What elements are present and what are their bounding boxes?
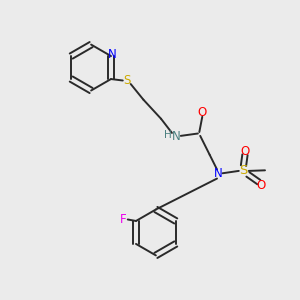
Text: H: H	[164, 130, 172, 140]
Text: N: N	[108, 48, 117, 61]
Text: F: F	[120, 213, 127, 226]
Text: S: S	[124, 74, 131, 87]
Text: N: N	[172, 130, 181, 143]
Text: O: O	[256, 178, 266, 191]
Text: S: S	[239, 164, 248, 177]
Text: O: O	[198, 106, 207, 119]
Text: N: N	[214, 167, 223, 180]
Text: O: O	[240, 145, 250, 158]
